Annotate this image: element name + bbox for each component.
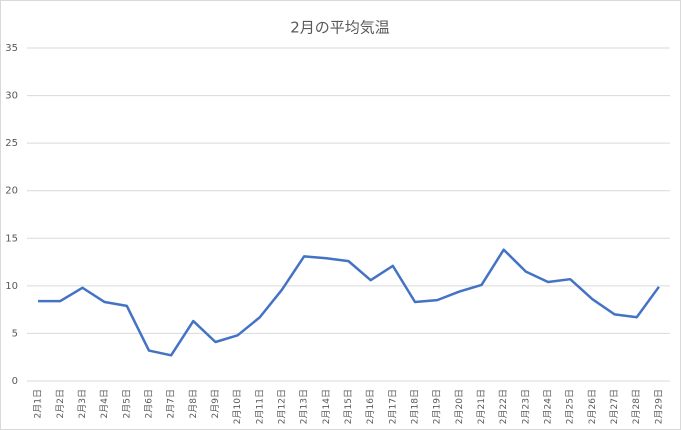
y-tick-label: 10 xyxy=(5,281,18,292)
x-tick-label: 2月26日 xyxy=(587,389,598,424)
y-tick-label: 30 xyxy=(5,91,18,102)
x-tick-label: 2月16日 xyxy=(365,389,376,424)
y-tick-label: 20 xyxy=(5,186,18,197)
x-tick-label: 2月8日 xyxy=(188,389,199,418)
x-tick-label: 2月24日 xyxy=(543,389,554,424)
x-tick-label: 2月18日 xyxy=(410,389,421,424)
x-tick-label: 2月27日 xyxy=(609,389,620,424)
x-tick-label: 2月9日 xyxy=(210,389,221,418)
x-tick-label: 2月5日 xyxy=(121,389,132,418)
x-tick-label: 2月21日 xyxy=(476,389,487,424)
x-tick-label: 2月14日 xyxy=(321,389,332,424)
x-tick-label: 2月15日 xyxy=(343,389,354,424)
x-tick-label: 2月13日 xyxy=(299,389,310,424)
x-tick-label: 2月3日 xyxy=(77,389,88,418)
x-tick-label: 2月19日 xyxy=(432,389,443,424)
x-tick-label: 2月23日 xyxy=(520,389,531,424)
x-tick-label: 2月11日 xyxy=(254,389,265,424)
y-tick-label: 25 xyxy=(5,138,18,149)
x-tick-label: 2月22日 xyxy=(498,389,509,424)
x-tick-label: 2月10日 xyxy=(232,389,243,424)
x-tick-label: 2月1日 xyxy=(33,389,44,418)
x-tick-label: 2月7日 xyxy=(166,389,177,418)
x-tick-label: 2月20日 xyxy=(454,389,465,424)
x-tick-label: 2月25日 xyxy=(565,389,576,424)
y-tick-label: 5 xyxy=(12,328,18,339)
x-tick-label: 2月4日 xyxy=(99,389,110,418)
x-tick-label: 2月6日 xyxy=(143,389,154,418)
y-tick-label: 15 xyxy=(5,233,18,244)
x-tick-label: 2月17日 xyxy=(387,389,398,424)
y-tick-label: 0 xyxy=(12,376,18,387)
y-tick-label: 35 xyxy=(5,43,18,54)
x-tick-label: 2月29日 xyxy=(653,389,664,424)
data-line xyxy=(38,248,660,357)
x-tick-label: 2月12日 xyxy=(276,389,287,424)
x-tick-label: 2月2日 xyxy=(55,389,66,418)
x-tick-label: 2月28日 xyxy=(631,389,642,424)
chart-title: 2月の平均気温 xyxy=(290,19,390,37)
